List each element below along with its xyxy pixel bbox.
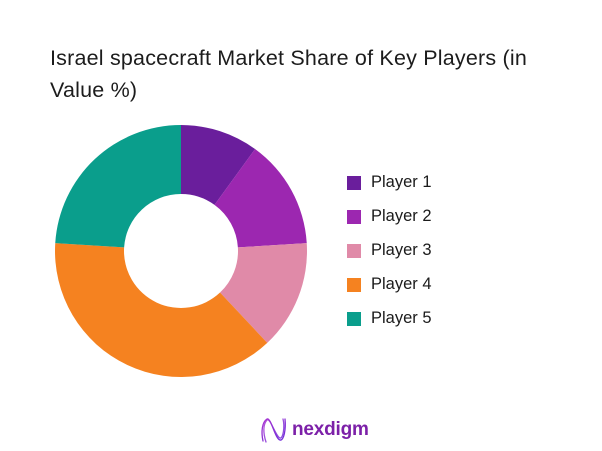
legend-label: Player 3 bbox=[371, 241, 432, 259]
chart-segment-player-4 bbox=[55, 243, 268, 377]
legend-item-player-5: Player 5 bbox=[347, 308, 432, 329]
chart-segment-player-2 bbox=[214, 149, 307, 248]
legend-label: Player 1 bbox=[371, 173, 432, 191]
legend-swatch bbox=[347, 311, 361, 326]
legend-label: Player 4 bbox=[371, 275, 432, 293]
legend-label: Player 2 bbox=[371, 207, 432, 225]
chart-segment-player-1 bbox=[181, 125, 256, 205]
page-title-line2: Value %) bbox=[50, 78, 138, 102]
legend-item-player-2: Player 2 bbox=[347, 206, 432, 227]
legend-label: Player 5 bbox=[371, 309, 432, 327]
legend-swatch bbox=[347, 277, 361, 292]
nexdigm-logo-icon bbox=[261, 418, 286, 443]
chart-legend: Player 1 Player 2 Player 3 Player 4 Player 5 bbox=[347, 172, 432, 329]
legend-item-player-3: Player 3 bbox=[347, 240, 432, 261]
legend-swatch bbox=[347, 175, 361, 190]
chart-segment-player-3 bbox=[220, 243, 307, 343]
legend-item-player-1: Player 1 bbox=[347, 172, 432, 193]
brand-logo: nexdigm bbox=[259, 415, 369, 445]
page-title-line1: Israel spacecraft Market Share of Key Pl… bbox=[50, 46, 528, 70]
legend-swatch bbox=[347, 243, 361, 258]
donut-chart bbox=[55, 125, 307, 377]
page-title: Israel spacecraft Market Share of Key Pl… bbox=[50, 42, 580, 106]
brand-name: nexdigm bbox=[292, 419, 369, 440]
legend-item-player-4: Player 4 bbox=[347, 274, 432, 295]
legend-swatch bbox=[347, 209, 361, 224]
chart-segment-player-5 bbox=[55, 125, 181, 248]
